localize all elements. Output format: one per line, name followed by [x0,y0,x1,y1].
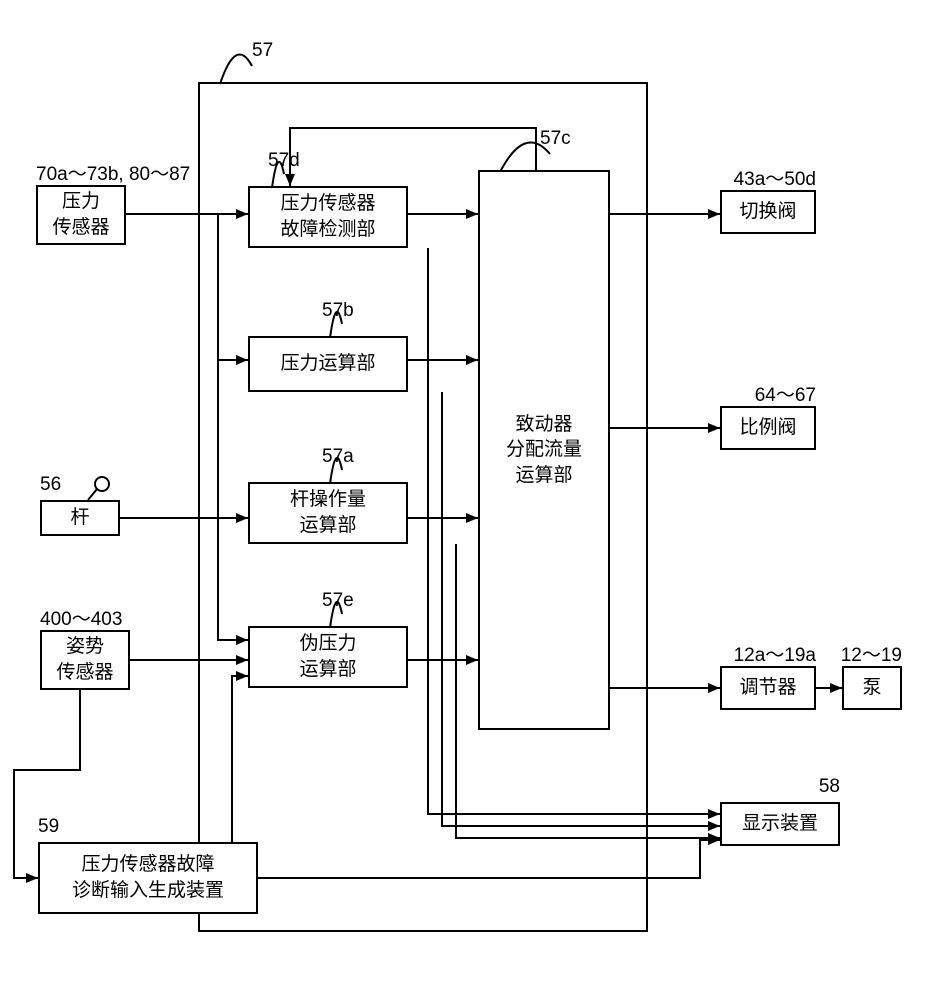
node-pseudo_pressure: 伪压力运算部 [248,626,408,688]
node-label: 致动器分配流量运算部 [506,412,582,489]
node-lever: 杆 [40,500,120,536]
node-fault_detect: 压力传感器故障检测部 [248,186,408,248]
node-label: 显示装置 [742,811,818,837]
node-label: 姿势传感器 [56,634,113,685]
node-pump: 泵 [842,666,902,710]
node-label: 压力传感器 [52,189,109,240]
node-label: 压力传感器故障诊断输入生成装置 [72,852,224,903]
node-prop_valve: 比例阀 [720,406,816,450]
node-posture_sensor: 姿势传感器 [40,630,130,690]
node-regulator: 调节器 [720,666,816,710]
node-pressure_calc: 压力运算部 [248,336,408,392]
node-fault_input_gen: 压力传感器故障诊断输入生成装置 [38,842,258,914]
node-label: 杆操作量运算部 [290,487,366,538]
node-actuator_calc: 致动器分配流量运算部 [478,170,610,730]
node-label: 泵 [862,675,881,701]
node-label: 伪压力运算部 [299,631,356,682]
node-lever_calc: 杆操作量运算部 [248,482,408,544]
node-label: 压力运算部 [280,351,375,377]
node-pressure_sensor: 压力传感器 [36,185,126,245]
node-label: 切换阀 [739,199,796,225]
node-switch_valve: 切换阀 [720,190,816,234]
node-label: 压力传感器故障检测部 [280,191,375,242]
node-label: 调节器 [739,675,796,701]
node-display: 显示装置 [720,802,840,846]
node-label: 比例阀 [739,415,796,441]
node-label: 杆 [70,505,89,531]
